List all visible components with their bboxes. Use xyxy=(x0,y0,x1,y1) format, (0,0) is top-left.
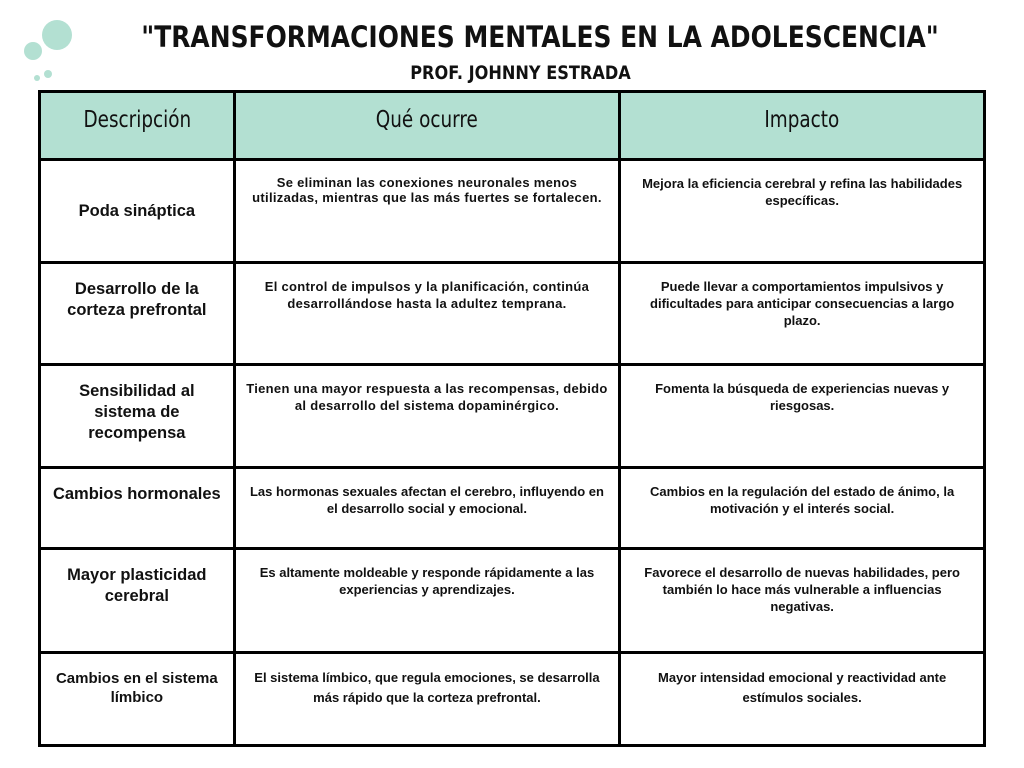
cell-descripcion: Cambios hormonales xyxy=(38,466,236,550)
cell-impacto: Fomenta la búsqueda de experiencias nuev… xyxy=(618,363,986,469)
cell-descripcion: Sensibilidad al sistema de recompensa xyxy=(38,363,236,469)
page-title: "TRANSFORMACIONES MENTALES EN LA ADOLESC… xyxy=(141,20,939,54)
decorative-bubble xyxy=(34,75,40,81)
cell-descripcion: Mayor plasticidad cerebral xyxy=(38,547,236,654)
table-row: Desarrollo de la corteza prefrontal El c… xyxy=(38,261,986,366)
page-subtitle: PROF. JOHNNY ESTRADA xyxy=(410,62,631,84)
comparison-table: Descripción Qué ocurre Impacto Poda siná… xyxy=(38,90,986,747)
cell-que-ocurre: El control de impulsos y la planificació… xyxy=(232,261,622,366)
cell-que-ocurre: Las hormonas sexuales afectan el cerebro… xyxy=(232,466,622,550)
cell-impacto: Cambios en la regulación del estado de á… xyxy=(618,466,986,550)
cell-impacto: Mayor intensidad emocional y reactividad… xyxy=(618,651,986,747)
cell-que-ocurre: Se eliminan las conexiones neuronales me… xyxy=(232,158,622,264)
cell-impacto: Puede llevar a comportamientos impulsivo… xyxy=(618,261,986,366)
decorative-bubble xyxy=(44,70,52,78)
column-header-que-ocurre: Qué ocurre xyxy=(232,90,622,161)
decorative-bubble xyxy=(24,42,42,60)
column-header-descripcion: Descripción xyxy=(38,90,236,161)
column-header-impacto: Impacto xyxy=(618,90,986,161)
cell-descripcion: Cambios en el sistema límbico xyxy=(38,651,236,747)
table-row: Poda sináptica Se eliminan las conexione… xyxy=(38,158,986,264)
table-row: Cambios en el sistema límbico El sistema… xyxy=(38,651,986,747)
cell-descripcion: Poda sináptica xyxy=(38,158,236,264)
cell-que-ocurre: Es altamente moldeable y responde rápida… xyxy=(232,547,622,654)
cell-descripcion: Desarrollo de la corteza prefrontal xyxy=(38,261,236,366)
table-header-row: Descripción Qué ocurre Impacto xyxy=(38,90,986,161)
cell-impacto: Favorece el desarrollo de nuevas habilid… xyxy=(618,547,986,654)
cell-que-ocurre: El sistema límbico, que regula emociones… xyxy=(232,651,622,747)
table-row: Sensibilidad al sistema de recompensa Ti… xyxy=(38,363,986,469)
table-row: Cambios hormonales Las hormonas sexuales… xyxy=(38,466,986,550)
decorative-bubble xyxy=(42,20,72,50)
table-row: Mayor plasticidad cerebral Es altamente … xyxy=(38,547,986,654)
cell-que-ocurre: Tienen una mayor respuesta a las recompe… xyxy=(232,363,622,469)
cell-impacto: Mejora la eficiencia cerebral y refina l… xyxy=(618,158,986,264)
